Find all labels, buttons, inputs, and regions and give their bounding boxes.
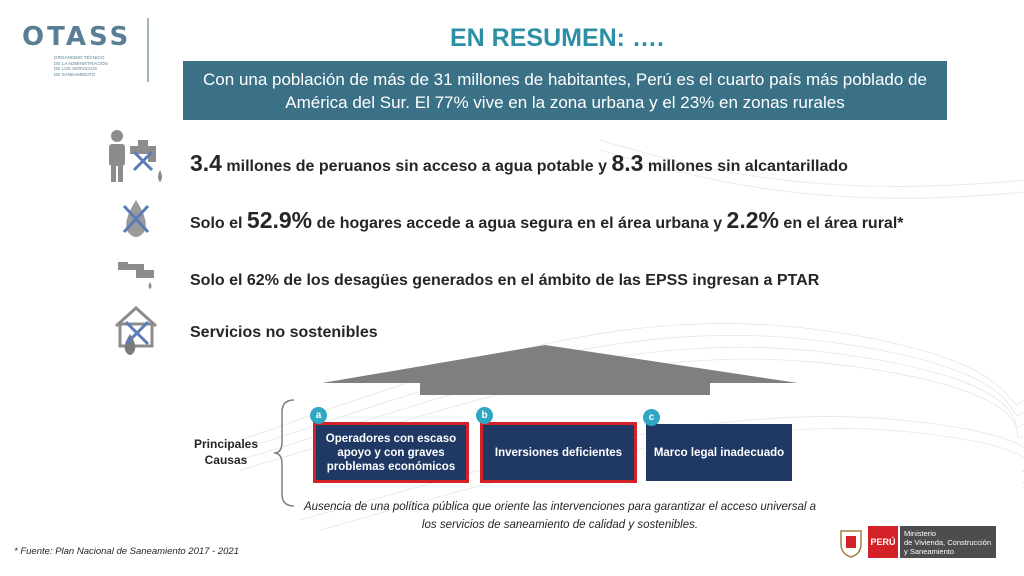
ministry-line: Ministerio bbox=[904, 529, 937, 538]
stat-number: 8.3 bbox=[611, 150, 644, 176]
house-drop-crossed-icon bbox=[114, 305, 158, 355]
water-drop-crossed-icon bbox=[122, 200, 150, 237]
stat-line-3: Solo el 62% de los desagües generados en… bbox=[190, 272, 820, 289]
person-faucet-crossed-icon bbox=[109, 130, 162, 182]
ministry-logo: PERÚ Ministerio de Vivienda, Construcció… bbox=[838, 524, 996, 560]
peru-label: PERÚ bbox=[868, 526, 898, 558]
conclusion-text: Ausencia de una política pública que ori… bbox=[303, 501, 817, 531]
logo-divider bbox=[147, 18, 149, 82]
causes-label: Principales Causas bbox=[193, 437, 259, 467]
ministry-line: de Vivienda, Construcción bbox=[904, 538, 991, 547]
roof-arrow-shape bbox=[322, 345, 798, 395]
peru-shield-icon bbox=[840, 530, 862, 558]
logo-wordmark: OTASS bbox=[22, 22, 132, 52]
logo-subtitle-line: ORGANISMO TÉCNICO bbox=[54, 55, 105, 60]
stat-number: 3.4 bbox=[190, 150, 222, 176]
ministry-name: Ministerio de Vivienda, Construcción y S… bbox=[900, 526, 996, 558]
cause-badge-c: c bbox=[643, 409, 660, 426]
cause-box-c: Marco legal inadecuado bbox=[646, 424, 792, 481]
logo-subtitle-line: DE LOS SERVICIOS bbox=[54, 66, 98, 72]
otass-logo: OTASS ORGANISMO TÉCNICO DE LA ADMINISTRA… bbox=[22, 22, 152, 86]
stat-text: millones de peruanos sin acceso a agua p… bbox=[221, 158, 612, 175]
stat-line-2: Solo el 52.9% de hogares accede a agua s… bbox=[190, 207, 904, 234]
logo-subtitle-line: DE LA ADMINISTRACIÓN bbox=[54, 60, 108, 66]
cause-badge-b: b bbox=[476, 407, 493, 424]
stat-text: millones sin alcantarillado bbox=[643, 158, 848, 175]
stat-number: 52.9% bbox=[246, 207, 313, 233]
logo-subtitle-line: DE SANEAMIENTO bbox=[54, 71, 96, 77]
pipe-drip-icon bbox=[118, 262, 154, 289]
source-footnote: * Fuente: Plan Nacional de Saneamiento 2… bbox=[14, 546, 239, 557]
cause-badge-a: a bbox=[310, 407, 327, 424]
stat-line-1: 3.4 millones de peruanos sin acceso a ag… bbox=[190, 150, 848, 177]
cause-box-b: Inversiones deficientes bbox=[480, 422, 637, 483]
summary-box: Con una población de más de 31 millones … bbox=[183, 61, 947, 120]
stat-number: 2.2% bbox=[726, 207, 779, 233]
stat-text: de hogares accede a agua segura en el ár… bbox=[312, 215, 727, 232]
cause-box-a: Operadores con escaso apoyo y con graves… bbox=[313, 422, 469, 483]
ministry-line: y Saneamiento bbox=[904, 547, 955, 556]
slide-title: EN RESUMEN: …. bbox=[450, 24, 664, 52]
logo-subtitle: ORGANISMO TÉCNICO DE LA ADMINISTRACIÓN D… bbox=[54, 55, 134, 77]
left-brace bbox=[273, 399, 295, 507]
stat-text: en el área rural* bbox=[778, 215, 904, 232]
stat-line-4: Servicios no sostenibles bbox=[190, 324, 378, 341]
stat-text: Solo el bbox=[190, 215, 247, 232]
